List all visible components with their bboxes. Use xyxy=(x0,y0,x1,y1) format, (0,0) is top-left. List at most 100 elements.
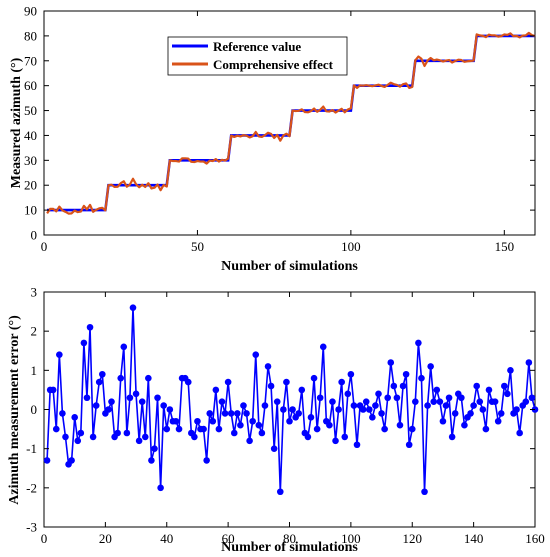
data-point xyxy=(421,488,428,496)
axis-ticks: 0 20 40 60 80 100 120 140 160 -3 -2 -1 0 1 2 3 xyxy=(26,285,545,547)
data-point xyxy=(448,433,456,441)
x-tick-label: 120 xyxy=(403,531,423,546)
data-point xyxy=(99,370,106,378)
y-tick-label: 20 xyxy=(24,178,37,193)
x-tick-label: 50 xyxy=(191,239,204,254)
data-point xyxy=(344,390,352,398)
data-point xyxy=(206,410,214,417)
data-point xyxy=(378,410,385,417)
y-tick-label: 30 xyxy=(24,153,37,168)
x-tick-label: 100 xyxy=(341,239,361,254)
data-point xyxy=(264,363,272,370)
x-tick-label: 80 xyxy=(283,531,296,546)
data-point xyxy=(362,398,370,405)
series-line-error xyxy=(46,307,536,492)
data-point xyxy=(479,406,487,413)
data-point xyxy=(286,417,293,425)
data-point xyxy=(350,402,358,409)
data-point xyxy=(439,417,447,425)
data-point xyxy=(338,378,345,386)
data-point xyxy=(68,457,75,464)
data-point xyxy=(117,374,125,382)
data-point xyxy=(451,410,459,417)
data-point xyxy=(138,398,146,405)
legend-label-reference: Reference value xyxy=(213,39,301,54)
data-point xyxy=(390,382,398,390)
x-tick-label: 0 xyxy=(41,531,48,546)
y-tick-label: 80 xyxy=(24,28,37,43)
axis-ticks: 0 50 100 150 0 10 20 30 40 50 60 70 80 90 xyxy=(24,4,535,254)
x-tick-label: 150 xyxy=(495,239,515,254)
data-point xyxy=(485,386,493,394)
data-point xyxy=(402,370,410,378)
data-point xyxy=(442,402,450,409)
y-axis-label: Measured azimuth (°) xyxy=(9,57,24,188)
data-point xyxy=(258,429,266,437)
legend: Reference value Comprehensive effect xyxy=(167,36,348,76)
data-point xyxy=(387,359,395,366)
x-axis-label: Number of simulations xyxy=(221,540,358,555)
y-tick-label: 0 xyxy=(31,402,38,417)
data-point xyxy=(212,386,220,394)
data-point xyxy=(528,394,536,402)
data-point xyxy=(415,339,422,347)
data-point xyxy=(261,402,269,409)
legend-box xyxy=(167,36,348,76)
data-point xyxy=(200,425,207,433)
data-point xyxy=(92,402,100,409)
data-point xyxy=(71,414,78,421)
data-point xyxy=(163,425,171,433)
series-layer xyxy=(43,304,539,496)
data-point xyxy=(166,406,174,413)
y-tick-label: 70 xyxy=(24,53,37,68)
data-point xyxy=(108,398,115,405)
data-point xyxy=(135,437,143,445)
data-point xyxy=(436,398,444,405)
data-point xyxy=(132,390,140,398)
data-point xyxy=(316,394,324,402)
series-line-comprehensive xyxy=(46,31,536,215)
data-point xyxy=(375,390,382,398)
data-point xyxy=(252,351,260,358)
data-point xyxy=(43,457,51,464)
x-tick-label: 60 xyxy=(222,531,235,546)
data-point xyxy=(381,425,388,433)
data-point xyxy=(160,402,167,409)
data-point xyxy=(62,433,69,441)
data-point xyxy=(295,410,303,417)
data-point xyxy=(289,406,296,413)
data-point xyxy=(359,406,367,413)
data-point xyxy=(372,402,379,409)
data-point xyxy=(224,378,232,386)
data-point xyxy=(148,457,155,464)
legend-label-comprehensive: Comprehensive effect xyxy=(213,57,334,72)
data-point xyxy=(141,433,149,441)
data-point xyxy=(83,394,91,402)
x-tick-label: 160 xyxy=(525,531,545,546)
data-point xyxy=(218,398,226,405)
data-point xyxy=(298,386,306,394)
data-point xyxy=(335,406,342,413)
data-point xyxy=(280,406,287,413)
data-point xyxy=(304,433,312,441)
data-point xyxy=(491,398,499,405)
data-point xyxy=(154,394,161,402)
data-point xyxy=(307,414,315,421)
data-point xyxy=(276,488,284,496)
data-point xyxy=(240,402,247,409)
data-point xyxy=(433,386,441,394)
data-point xyxy=(175,425,183,433)
x-tick-label: 0 xyxy=(41,239,48,254)
data-point xyxy=(215,425,223,433)
data-point xyxy=(172,417,180,425)
y-tick-label: 1 xyxy=(31,363,38,378)
y-axis-label: Azimuth measurement error (°) xyxy=(7,315,22,505)
data-point xyxy=(365,406,373,413)
data-point xyxy=(408,425,416,433)
data-point xyxy=(507,367,514,374)
data-point xyxy=(129,304,137,311)
data-point xyxy=(52,425,60,433)
data-point xyxy=(267,382,275,390)
x-tick-label: 100 xyxy=(341,531,361,546)
data-point xyxy=(458,394,465,402)
